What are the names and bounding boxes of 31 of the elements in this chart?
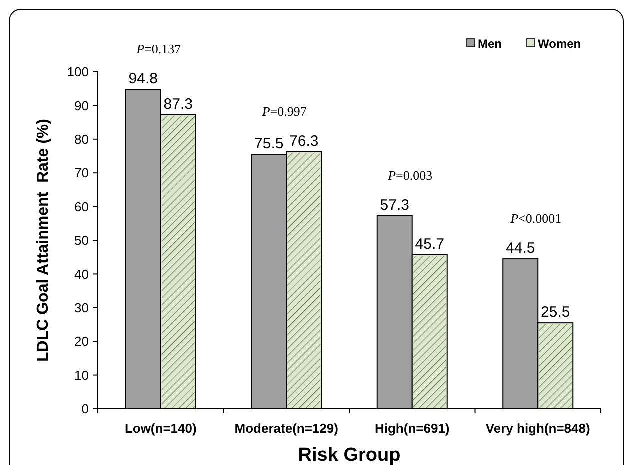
y-tick-label: 30 (74, 300, 89, 316)
data-label: 87.3 (164, 96, 193, 113)
text: P=0.137 (136, 42, 182, 57)
annotation: P=0.003 (387, 168, 433, 183)
annotation: P=0.997 (261, 104, 308, 119)
y-axis-title: LDLC Goal Attainment Rate (%) (35, 119, 52, 362)
legend-label: Women (538, 37, 582, 52)
legend-label: Men (478, 37, 502, 52)
data-label: 44.5 (506, 240, 536, 258)
annotation: P<0.0001 (510, 211, 562, 226)
y-tick-label: 10 (74, 368, 89, 383)
y-tick-label: 100 (67, 64, 89, 80)
data-label: 45.7 (415, 236, 444, 253)
y-tick-label: 60 (74, 199, 89, 214)
data-label: 57.3 (380, 196, 410, 214)
y-tick-label: 40 (74, 266, 89, 282)
y-tick-label: 80 (74, 132, 89, 147)
x-tick-label: High(n=691) (374, 421, 450, 436)
x-tick-label: Low(n=140) (124, 421, 197, 436)
x-tick-label: Very high(n=848) (486, 421, 590, 436)
y-tick-label: 50 (74, 233, 89, 248)
y-tick-label: 0 (82, 402, 89, 417)
data-label: 76.3 (290, 132, 319, 150)
y-tick-label: 70 (74, 166, 89, 181)
y-tick-label: 90 (74, 98, 89, 114)
x-tick-label: Moderate(n=129) (234, 421, 338, 436)
data-label: 94.8 (128, 70, 158, 88)
data-label: 75.5 (254, 136, 284, 153)
x-axis-title: Risk Group (298, 445, 401, 465)
y-tick-label: 20 (74, 334, 89, 350)
data-label: 25.5 (541, 304, 570, 322)
